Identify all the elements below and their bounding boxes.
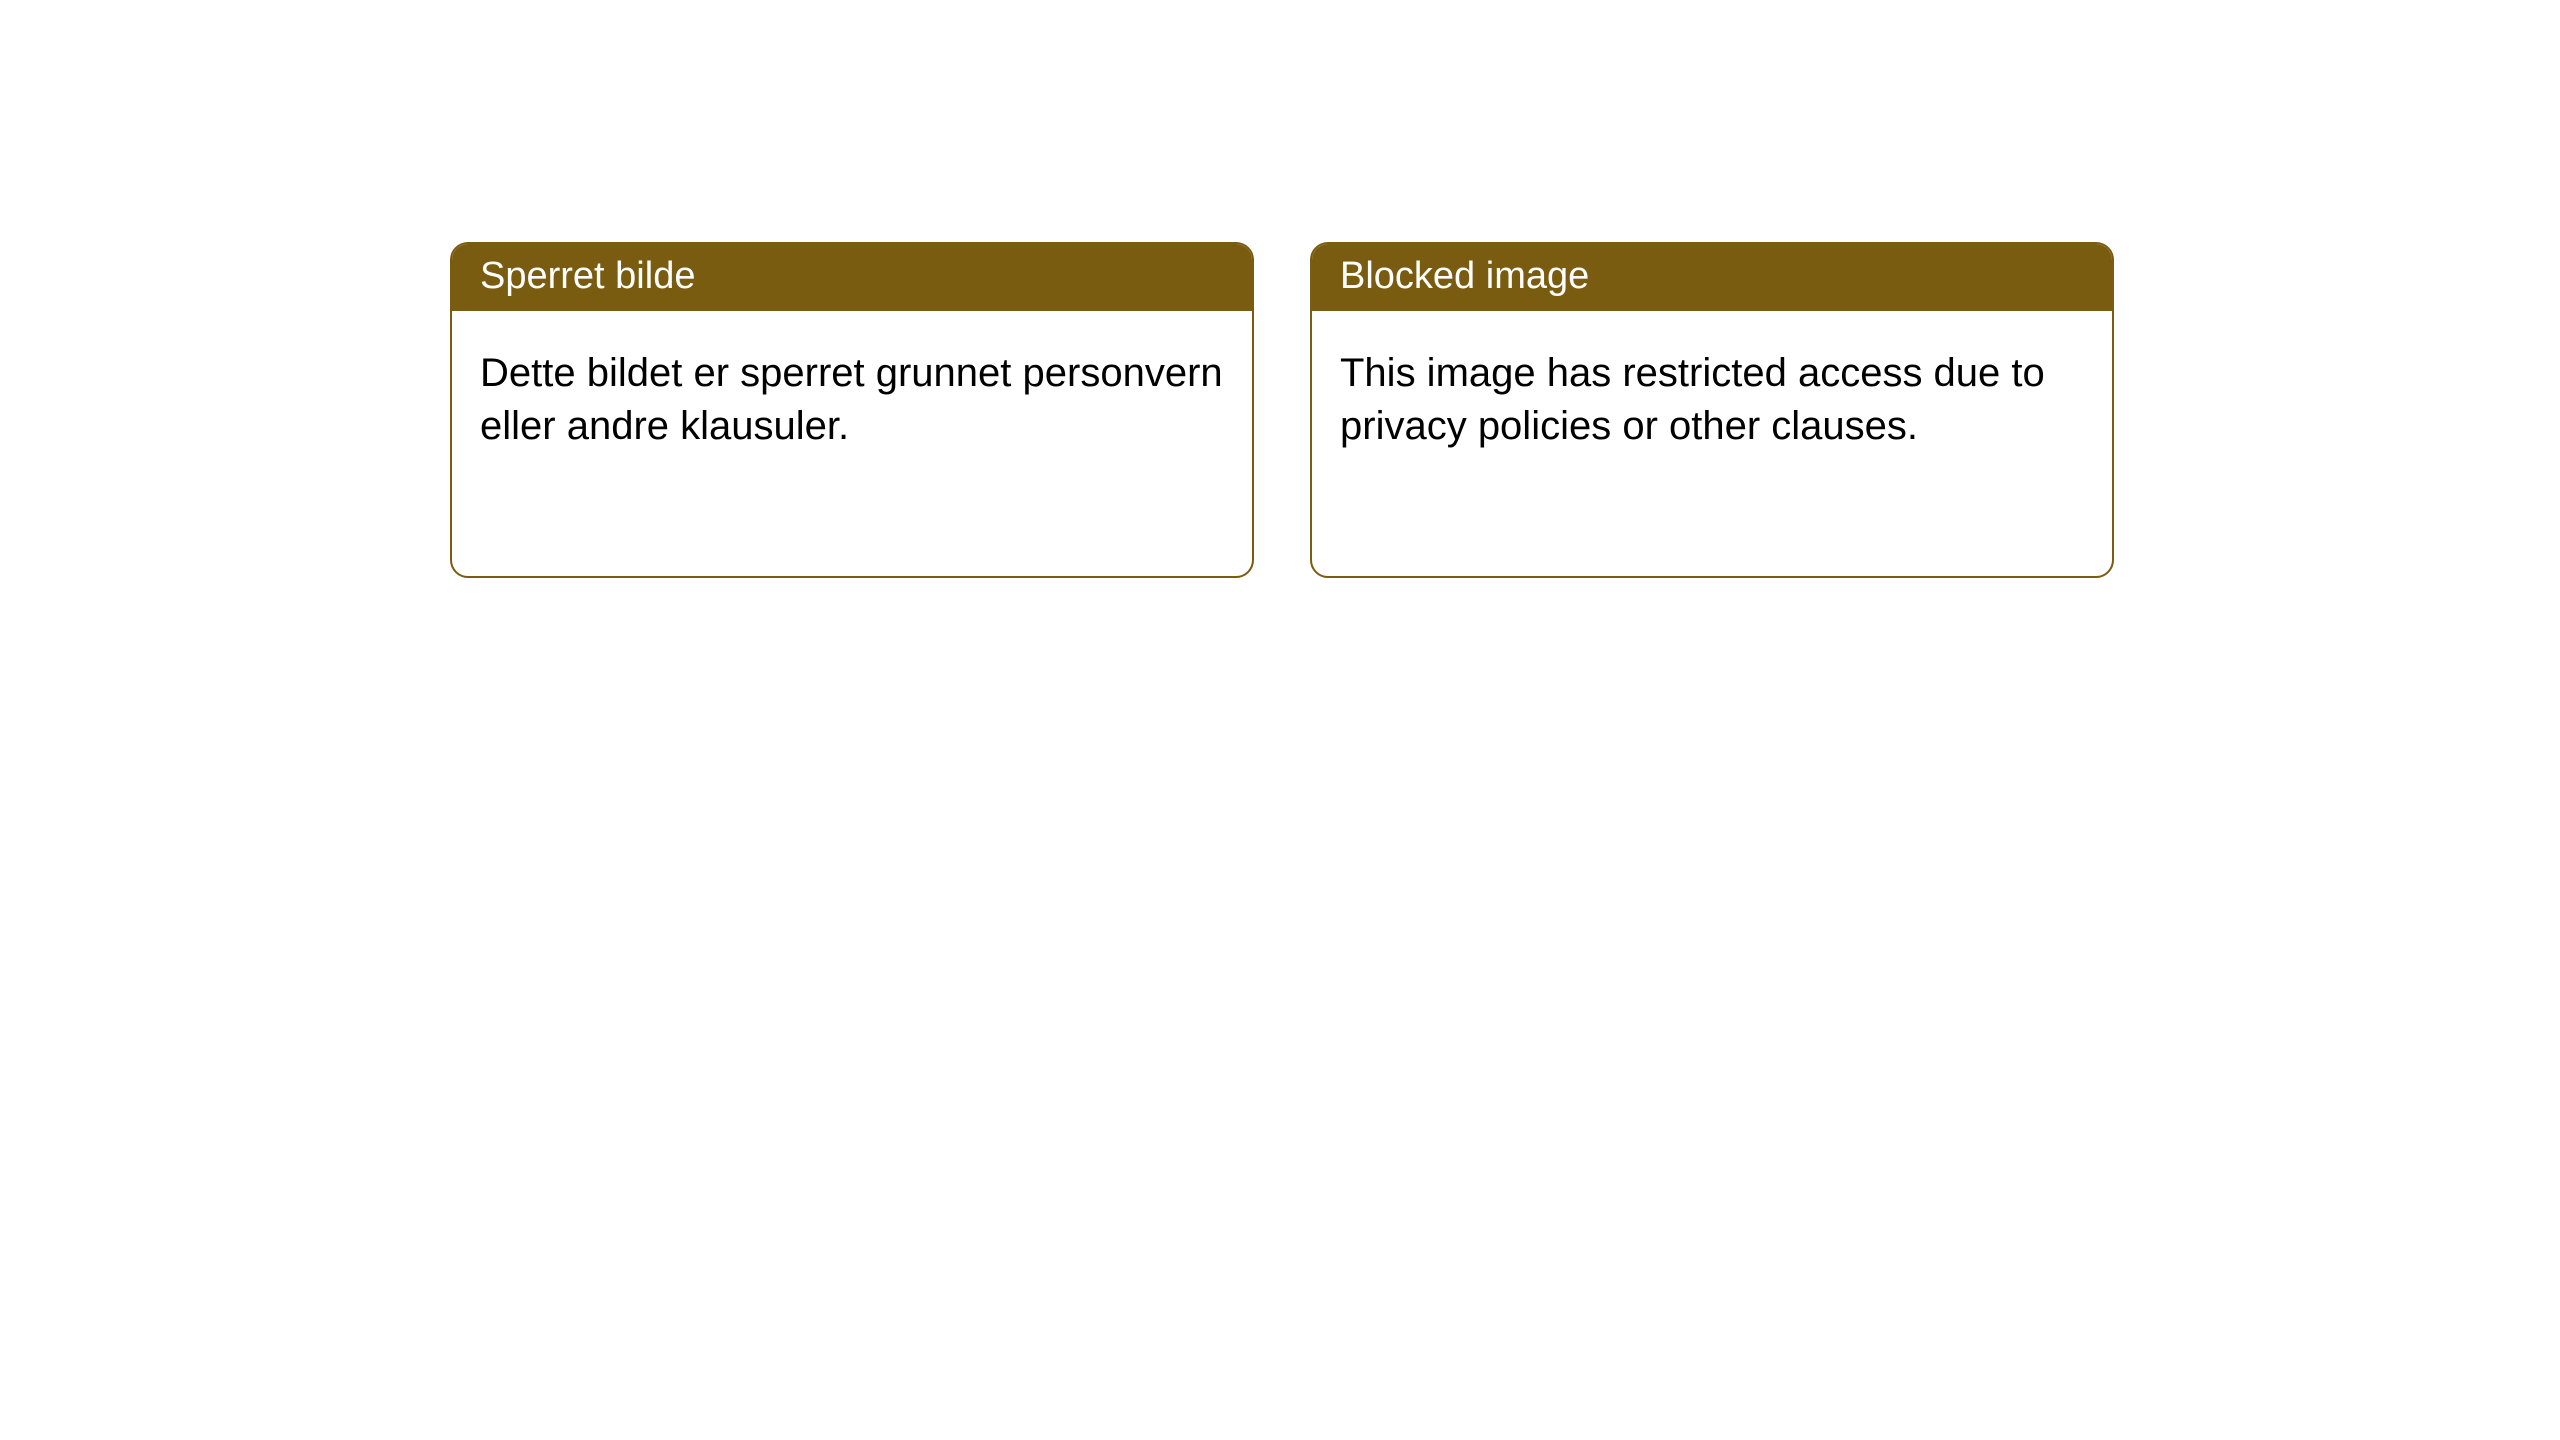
notice-body: This image has restricted access due to … xyxy=(1312,311,2112,481)
notice-header: Sperret bilde xyxy=(452,244,1252,311)
notice-container: Sperret bilde Dette bildet er sperret gr… xyxy=(0,0,2560,578)
notice-body: Dette bildet er sperret grunnet personve… xyxy=(452,311,1252,481)
notice-card-norwegian: Sperret bilde Dette bildet er sperret gr… xyxy=(450,242,1254,578)
notice-card-english: Blocked image This image has restricted … xyxy=(1310,242,2114,578)
notice-header: Blocked image xyxy=(1312,244,2112,311)
